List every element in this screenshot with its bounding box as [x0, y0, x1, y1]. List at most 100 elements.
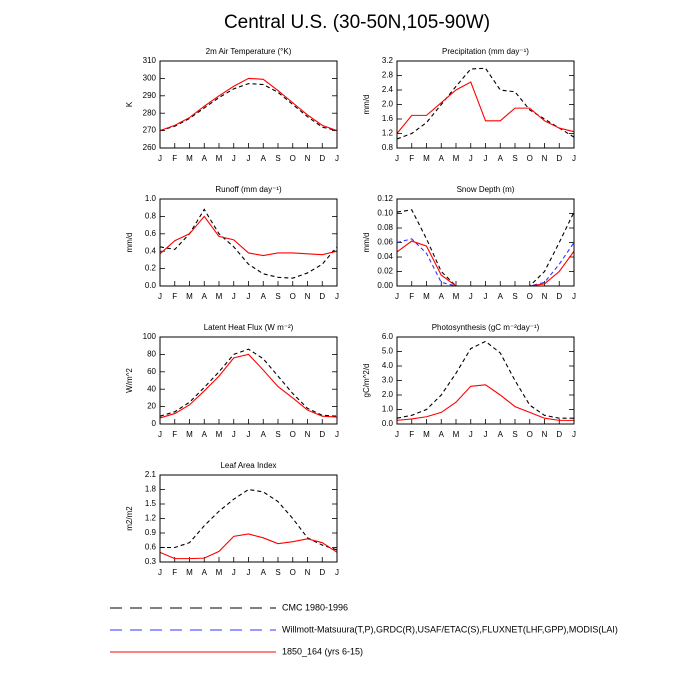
- y-tick-label: 1.6: [382, 114, 394, 123]
- y-tick-label: 1.2: [145, 514, 157, 523]
- x-tick-label: J: [335, 292, 339, 301]
- y-axis-label: K: [125, 101, 134, 107]
- x-tick-label: S: [512, 292, 517, 301]
- series-line: [160, 488, 338, 551]
- x-tick-label: S: [275, 568, 280, 577]
- figure-title: Central U.S. (30-50N,105-90W): [224, 12, 490, 33]
- y-tick-label: 0.6: [145, 543, 157, 552]
- x-tick-label: J: [247, 154, 251, 163]
- y-tick-label: 0.3: [145, 557, 157, 566]
- y-tick-label: 0.00: [377, 281, 393, 290]
- x-tick-label: A: [498, 430, 504, 439]
- x-tick-label: N: [542, 154, 548, 163]
- x-tick-label: A: [498, 292, 504, 301]
- y-tick-label: 0.04: [377, 252, 393, 261]
- x-tick-label: D: [319, 292, 325, 301]
- plot-frame: [396, 336, 575, 425]
- panel-title: Leaf Area Index: [220, 461, 276, 470]
- y-tick-label: 0.8: [145, 212, 157, 221]
- legend-label: 1850_164 (yrs 6-15): [282, 646, 363, 656]
- x-tick-label: J: [158, 154, 162, 163]
- x-tick-label: A: [202, 292, 208, 301]
- y-tick-label: 0.10: [377, 209, 393, 218]
- x-tick-label: D: [556, 154, 562, 163]
- x-tick-label: O: [527, 154, 533, 163]
- y-tick-label: 2.4: [382, 85, 394, 94]
- y-axis-label: mm/d: [362, 233, 371, 253]
- x-tick-label: M: [453, 430, 460, 439]
- y-tick-label: 0.8: [382, 143, 394, 152]
- x-tick-label: J: [395, 292, 399, 301]
- x-tick-label: J: [232, 292, 236, 301]
- panel-title: Latent Heat Flux (W m⁻²): [204, 323, 294, 332]
- x-tick-label: D: [556, 430, 562, 439]
- y-tick-label: 300: [143, 74, 157, 83]
- x-tick-label: J: [335, 154, 339, 163]
- x-tick-label: A: [261, 292, 267, 301]
- x-tick-label: N: [542, 292, 548, 301]
- y-tick-label: 20: [147, 402, 156, 411]
- x-tick-label: M: [186, 430, 193, 439]
- series-line: [159, 353, 338, 419]
- x-tick-label: S: [512, 154, 517, 163]
- y-tick-label: 310: [143, 56, 157, 65]
- x-tick-label: M: [186, 292, 193, 301]
- x-tick-label: N: [305, 292, 311, 301]
- x-tick-label: J: [158, 292, 162, 301]
- x-tick-label: J: [232, 568, 236, 577]
- x-tick-label: J: [247, 568, 251, 577]
- x-tick-label: N: [305, 568, 311, 577]
- series-line: [396, 384, 574, 421]
- x-tick-label: A: [202, 568, 208, 577]
- y-tick-label: 0.4: [145, 246, 157, 255]
- y-tick-label: 2.0: [382, 100, 394, 109]
- x-tick-label: O: [527, 292, 533, 301]
- series-line: [159, 533, 338, 560]
- y-tick-label: 60: [147, 367, 156, 376]
- x-tick-label: D: [319, 568, 325, 577]
- x-tick-label: A: [261, 154, 267, 163]
- y-tick-label: 6.0: [382, 332, 394, 341]
- x-tick-label: M: [453, 292, 460, 301]
- y-tick-label: 40: [147, 384, 156, 393]
- x-tick-label: J: [247, 292, 251, 301]
- x-tick-label: J: [469, 430, 473, 439]
- panel-title: 2m Air Temperature (°K): [206, 47, 292, 56]
- series-line: [159, 348, 338, 417]
- x-tick-label: J: [232, 430, 236, 439]
- x-tick-label: M: [216, 292, 223, 301]
- y-tick-label: 2.0: [382, 390, 394, 399]
- x-tick-label: A: [261, 430, 267, 439]
- x-tick-label: S: [275, 430, 280, 439]
- plot-frame: [159, 60, 338, 149]
- panel-title: Precipitation (mm day⁻¹): [442, 47, 529, 56]
- legend-label: Willmott-Matsuura(T,P),GRDC(R),USAF/ETAC…: [282, 624, 618, 634]
- x-tick-label: A: [202, 154, 208, 163]
- x-tick-label: J: [469, 292, 473, 301]
- y-tick-label: 4.0: [382, 361, 394, 370]
- x-tick-label: F: [172, 568, 177, 577]
- y-axis-label: m2/m2: [125, 506, 134, 531]
- y-tick-label: 100: [143, 332, 157, 341]
- x-tick-label: S: [275, 154, 280, 163]
- y-tick-label: 1.5: [145, 499, 157, 508]
- x-tick-label: J: [484, 430, 488, 439]
- y-tick-label: 0.08: [377, 223, 393, 232]
- panel-title: Snow Depth (m): [457, 185, 515, 194]
- x-tick-label: M: [186, 154, 193, 163]
- series-line: [396, 81, 575, 134]
- y-axis-label: gC/m^2/d: [362, 364, 371, 398]
- y-tick-label: 0.6: [145, 229, 157, 238]
- y-tick-label: 1.0: [145, 194, 157, 203]
- plot-frame: [159, 474, 338, 563]
- y-tick-label: 2.1: [145, 470, 157, 479]
- y-tick-label: 0.0: [145, 281, 157, 290]
- y-tick-label: 290: [143, 91, 157, 100]
- x-tick-label: M: [216, 430, 223, 439]
- x-tick-label: S: [275, 292, 280, 301]
- x-tick-label: F: [172, 430, 177, 439]
- y-tick-label: 3.2: [382, 56, 394, 65]
- y-tick-label: 280: [143, 108, 157, 117]
- x-tick-label: J: [395, 154, 399, 163]
- x-tick-label: J: [158, 430, 162, 439]
